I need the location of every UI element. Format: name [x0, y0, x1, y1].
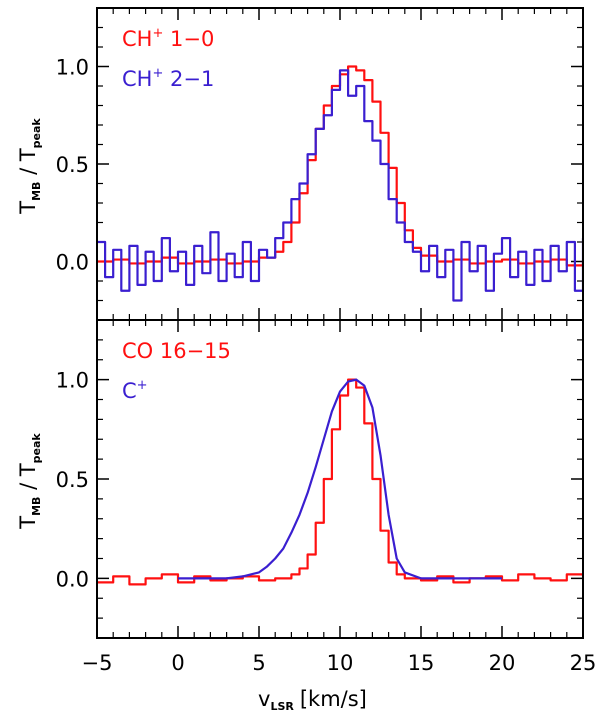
legend-entry: C+ [122, 378, 148, 403]
x-axis-label-unit: [km/s] [300, 687, 367, 711]
legend-suffix: 2−1 [163, 67, 214, 91]
y-tick-label: 0.5 [56, 153, 89, 177]
legend-entry: CO 16−15 [122, 339, 231, 363]
legend-sup: + [152, 66, 163, 81]
series-line [178, 378, 502, 580]
y-label-t2: T [16, 148, 40, 162]
legend-name: CO 16−15 [122, 339, 231, 363]
legend-sup: + [152, 26, 163, 41]
y-label-t2: T [16, 463, 40, 477]
legend-name: C [122, 379, 137, 403]
x-tick-label: 15 [408, 651, 435, 675]
x-tick-label: 20 [489, 651, 516, 675]
y-tick-label: 0.5 [56, 468, 89, 492]
y-tick-label: 1.0 [56, 56, 89, 80]
y-tick-label: 1.0 [56, 369, 89, 393]
series-line [98, 65, 582, 267]
x-tick-label: 25 [570, 651, 597, 675]
y-label-sub-peak: peak [30, 433, 43, 464]
y-label-t1: T [16, 516, 40, 530]
y-label-sub-mb: MB [30, 497, 43, 516]
x-tick-label: 10 [327, 651, 354, 675]
y-label-sub-mb: MB [30, 182, 43, 201]
x-tick-label: 5 [252, 651, 265, 675]
x-tick-label: −5 [82, 651, 113, 675]
y-tick-label: 0.0 [56, 251, 89, 275]
legend-entry: CH+ 2−1 [122, 66, 214, 91]
series-line [98, 69, 582, 302]
legend-suffix: 1−0 [163, 27, 214, 51]
y-label-t1: T [16, 201, 40, 215]
x-axis-labels: −5 0 5 10 15 20 25 [82, 651, 597, 675]
y-axis-label: TMB / Tpeak [16, 433, 43, 530]
x-tick-label: 0 [171, 651, 184, 675]
legend-name: CH [122, 67, 152, 91]
series-line [98, 378, 582, 586]
legend-name: CH [122, 27, 152, 51]
legend-sup: + [137, 378, 148, 393]
y-label-slash: / [16, 161, 40, 181]
y-tick-label: 0.0 [56, 567, 89, 591]
x-axis-label: vLSR [km/s] [258, 687, 367, 713]
y-label-sub-peak: peak [30, 118, 43, 149]
y-label-slash: / [16, 476, 40, 496]
y-axis-label: TMB / Tpeak [16, 118, 43, 215]
legend-entry: CH+ 1−0 [122, 26, 214, 51]
x-axis-label-sub: LSR [270, 700, 294, 713]
plot-frame [96, 319, 584, 639]
x-axis-label-main: v [258, 687, 270, 711]
